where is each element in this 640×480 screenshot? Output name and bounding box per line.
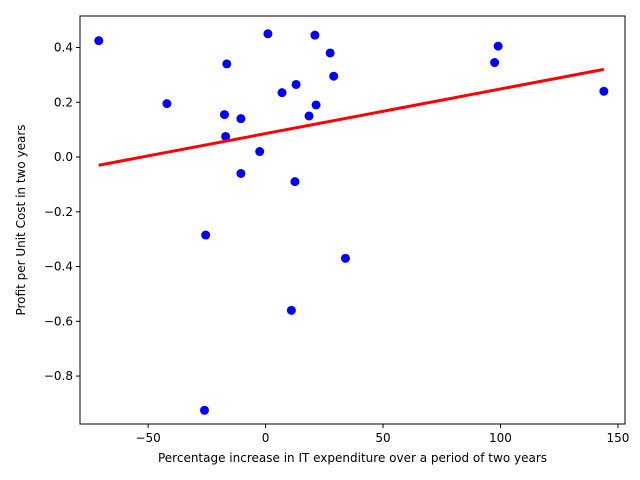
data-point (286, 305, 296, 315)
fit-line-layer (98, 67, 605, 167)
data-point (263, 29, 273, 39)
data-point (290, 177, 300, 187)
x-tick-label: 0 (262, 431, 270, 445)
x-tick-label: 100 (489, 431, 512, 445)
y-tick-label: −0.4 (44, 260, 73, 274)
data-point (221, 131, 231, 141)
y-tick-label: 0.4 (54, 40, 73, 54)
data-point (255, 147, 265, 157)
data-point (200, 405, 210, 415)
data-point (236, 114, 246, 124)
data-point (304, 111, 314, 121)
y-tick-label: −0.6 (44, 314, 73, 328)
data-point (329, 71, 339, 81)
x-tick-label: −50 (135, 431, 160, 445)
points-layer (94, 29, 609, 415)
data-point (162, 99, 172, 109)
data-point (222, 59, 232, 69)
y-axis-ticks: −0.8 −0.6 −0.4 −0.2 0.0 0.2 0.4 (44, 40, 80, 383)
data-point (94, 36, 104, 46)
data-point (277, 88, 287, 98)
data-point (311, 100, 321, 110)
y-tick-label: −0.8 (44, 369, 73, 383)
x-axis-label: Percentage increase in IT expenditure ov… (158, 451, 547, 465)
data-point (201, 230, 211, 240)
data-point (490, 58, 500, 68)
x-axis-ticks: −50 0 50 100 150 (135, 424, 629, 445)
regression-line (98, 67, 605, 167)
x-tick-label: 50 (375, 431, 390, 445)
data-point (340, 253, 350, 263)
y-axis-label: Profit per Unit Cost in two years (14, 124, 28, 315)
data-point (219, 110, 229, 120)
data-point (599, 86, 609, 96)
plot-frame (79, 15, 626, 425)
data-point (236, 168, 246, 178)
y-tick-label: 0.2 (54, 95, 73, 109)
y-tick-label: 0.0 (54, 150, 73, 164)
x-tick-label: 150 (606, 431, 629, 445)
data-point (493, 41, 503, 51)
y-tick-label: −0.2 (44, 205, 73, 219)
data-point (291, 79, 301, 89)
data-point (325, 48, 335, 58)
data-point (310, 30, 320, 40)
